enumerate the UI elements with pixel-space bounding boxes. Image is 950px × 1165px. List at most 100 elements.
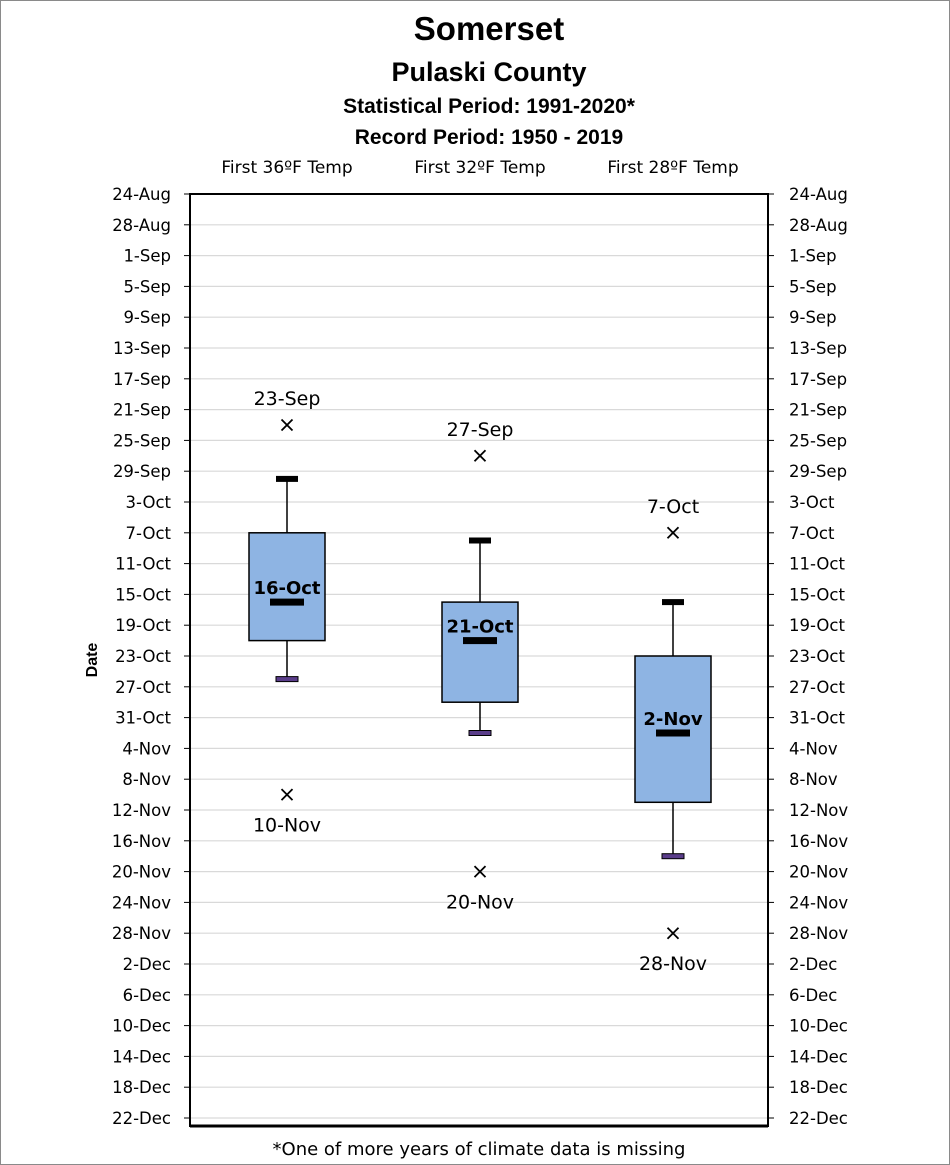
- y-tick-label-right: 31-Oct: [789, 709, 845, 728]
- y-tick-label-left: 28-Aug: [112, 216, 171, 235]
- box-group: 21-Oct 27-Sep 20-Nov: [441, 419, 519, 914]
- y-tick-label-left: 11-Oct: [115, 555, 171, 574]
- y-tick-label-left: 24-Nov: [112, 893, 171, 912]
- whisker-cap-late: [661, 853, 685, 860]
- box-iqr: [248, 532, 326, 642]
- y-tick-label-left: 15-Oct: [115, 585, 171, 604]
- median-label: 2-Nov: [643, 709, 702, 730]
- y-tick-label-right: 12-Nov: [789, 801, 848, 820]
- record-latest-label: 20-Nov: [446, 892, 514, 914]
- y-tick-label-left: 14-Dec: [112, 1047, 171, 1066]
- y-tick-label-left: 12-Nov: [112, 801, 171, 820]
- record-earliest-marker: [666, 526, 680, 539]
- y-tick-label-left: 18-Dec: [112, 1078, 171, 1097]
- whisker-cap-early: [276, 475, 298, 482]
- y-tick-label-right: 1-Sep: [789, 247, 837, 266]
- y-tick-label-left: 21-Sep: [113, 401, 171, 420]
- median-bar: [270, 598, 304, 606]
- record-latest-marker: [473, 865, 487, 878]
- chart-title: Somerset: [414, 10, 564, 47]
- y-tick-label-left: 24-Aug: [112, 185, 171, 204]
- chart-subtitle: Pulaski County: [391, 57, 586, 87]
- y-tick-label-right: 8-Nov: [789, 770, 838, 789]
- whisker-cap-late: [275, 676, 299, 683]
- y-tick-label-right: 24-Nov: [789, 893, 848, 912]
- y-tick-label-right: 23-Oct: [789, 647, 845, 666]
- y-tick-label-left: 31-Oct: [115, 709, 171, 728]
- box-group: 2-Nov 7-Oct 28-Nov: [634, 496, 712, 975]
- y-tick-label-left: 16-Nov: [112, 832, 171, 851]
- y-tick-label-left: 8-Nov: [122, 770, 171, 789]
- record-earliest-label: 7-Oct: [647, 496, 699, 518]
- record-period: Record Period: 1950 - 2019: [355, 126, 623, 149]
- y-tick-label-right: 28-Nov: [789, 924, 848, 943]
- y-tick-label-left: 19-Oct: [115, 616, 171, 635]
- y-tick-label-right: 27-Oct: [789, 678, 845, 697]
- y-tick-label-right: 9-Sep: [789, 308, 837, 327]
- y-tick-label-left: 20-Nov: [112, 863, 171, 882]
- y-tick-label-right: 2-Dec: [789, 955, 837, 974]
- record-earliest-label: 23-Sep: [254, 388, 321, 410]
- y-tick-label-right: 5-Sep: [789, 277, 837, 296]
- y-tick-label-right: 22-Dec: [789, 1109, 848, 1128]
- y-tick-label-right: 29-Sep: [789, 462, 847, 481]
- y-tick-label-left: 17-Sep: [113, 370, 171, 389]
- y-tick-label-left: 13-Sep: [113, 339, 171, 358]
- record-latest-label: 10-Nov: [253, 815, 321, 837]
- y-tick-label-right: 18-Dec: [789, 1078, 848, 1097]
- y-tick-label-right: 11-Oct: [789, 555, 845, 574]
- category-label-28f: First 28ºF Temp: [607, 158, 738, 178]
- box-plots: 16-Oct 23-Sep 10-Nov 21-Oct 27-Sep 20-Nov 2-No…: [248, 388, 712, 975]
- y-tick-label-left: 28-Nov: [112, 924, 171, 943]
- y-tick-label-right: 20-Nov: [789, 863, 848, 882]
- y-tick-label-left: 22-Dec: [112, 1109, 171, 1128]
- y-tick-label-left: 10-Dec: [112, 1017, 171, 1036]
- y-tick-label-right: 17-Sep: [789, 370, 847, 389]
- whisker-cap-late: [468, 730, 492, 736]
- whisker-cap-early: [469, 537, 491, 544]
- y-tick-label-right: 13-Sep: [789, 339, 847, 358]
- record-earliest-marker: [280, 418, 294, 432]
- median-label: 16-Oct: [253, 578, 320, 599]
- y-tick-label-right: 7-Oct: [789, 524, 835, 543]
- median-label: 21-Oct: [446, 617, 513, 638]
- median-bar: [656, 729, 690, 737]
- y-tick-label-right: 6-Dec: [789, 986, 837, 1005]
- y-tick-label-left: 23-Oct: [115, 647, 171, 666]
- y-tick-label-right: 21-Sep: [789, 401, 847, 420]
- y-tick-label-right: 14-Dec: [789, 1047, 848, 1066]
- median-bar: [463, 637, 497, 645]
- y-tick-label-right: 28-Aug: [789, 216, 848, 235]
- whisker-cap-early: [662, 599, 684, 606]
- y-tick-label-right: 4-Nov: [789, 739, 838, 758]
- y-tick-label-right: 25-Sep: [789, 431, 847, 450]
- y-tick-label-left: 9-Sep: [123, 308, 171, 327]
- y-axis-label: Date: [84, 643, 101, 678]
- y-tick-label-right: 16-Nov: [789, 832, 848, 851]
- record-latest-marker: [666, 927, 680, 940]
- y-ticks: 24-Aug 24-Aug 28-Aug 28-Aug 1-Sep 1-Sep 5-Sep 5…: [112, 185, 849, 1128]
- y-tick-label-left: 6-Dec: [123, 986, 171, 1005]
- y-tick-label-left: 29-Sep: [113, 462, 171, 481]
- y-tick-label-left: 3-Oct: [126, 493, 172, 512]
- y-tick-label-right: 15-Oct: [789, 585, 845, 604]
- record-latest-marker: [280, 788, 294, 801]
- y-tick-label-left: 4-Nov: [122, 739, 171, 758]
- y-tick-label-right: 10-Dec: [789, 1017, 848, 1036]
- category-label-36f: First 36ºF Temp: [221, 158, 352, 178]
- y-tick-label-right: 3-Oct: [789, 493, 835, 512]
- record-earliest-marker: [473, 449, 487, 462]
- box-group: 16-Oct 23-Sep 10-Nov: [248, 388, 326, 837]
- y-tick-label-right: 24-Aug: [789, 185, 848, 204]
- box-iqr: [634, 655, 712, 804]
- statistical-period: Statistical Period: 1991-2020*: [343, 95, 636, 118]
- y-tick-label-left: 5-Sep: [123, 277, 171, 296]
- y-tick-label-right: 19-Oct: [789, 616, 845, 635]
- y-tick-label-left: 27-Oct: [115, 678, 171, 697]
- record-earliest-label: 27-Sep: [447, 419, 514, 441]
- footnote: *One of more years of climate data is mi…: [273, 1139, 686, 1160]
- category-label-32f: First 32ºF Temp: [414, 158, 545, 178]
- box-iqr: [441, 601, 519, 703]
- y-tick-label-left: 25-Sep: [113, 431, 171, 450]
